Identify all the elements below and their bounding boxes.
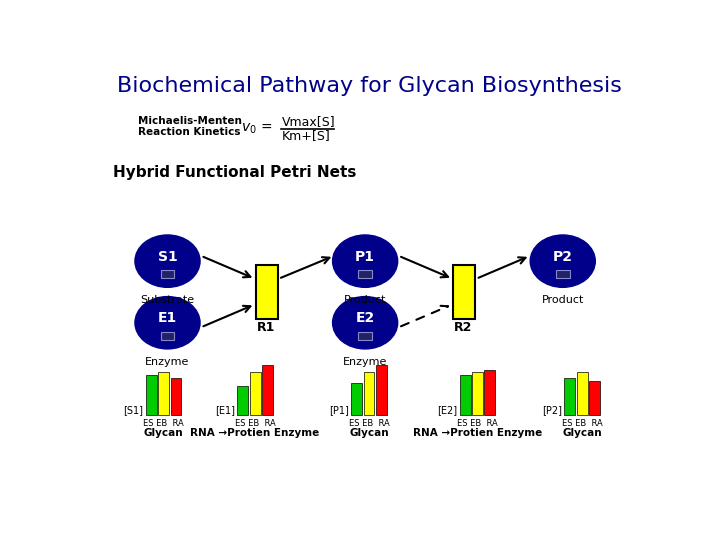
- Ellipse shape: [333, 296, 397, 349]
- Ellipse shape: [135, 296, 200, 349]
- Text: Hybrid Functional Petri Nets: Hybrid Functional Petri Nets: [113, 165, 356, 180]
- Text: Enzyme: Enzyme: [145, 356, 189, 367]
- FancyBboxPatch shape: [238, 386, 248, 415]
- FancyBboxPatch shape: [459, 375, 471, 415]
- Text: Vmax[S]: Vmax[S]: [282, 115, 336, 129]
- Text: Michaelis-Menten
Reaction Kinetics: Michaelis-Menten Reaction Kinetics: [138, 116, 242, 137]
- Text: S1: S1: [158, 249, 177, 264]
- FancyBboxPatch shape: [577, 372, 588, 415]
- Ellipse shape: [530, 235, 595, 287]
- FancyBboxPatch shape: [145, 375, 157, 415]
- FancyBboxPatch shape: [364, 372, 374, 415]
- FancyBboxPatch shape: [589, 381, 600, 415]
- Text: E1: E1: [158, 311, 177, 325]
- Text: RNA →Protien Enzyme: RNA →Protien Enzyme: [413, 428, 542, 438]
- Text: Glycan: Glycan: [144, 428, 184, 438]
- Text: Km+[S]: Km+[S]: [282, 129, 331, 142]
- Text: [E2]: [E2]: [437, 405, 457, 415]
- Text: RNA →Protien Enzyme: RNA →Protien Enzyme: [191, 428, 320, 438]
- FancyBboxPatch shape: [351, 383, 362, 415]
- Text: Product: Product: [344, 295, 387, 305]
- Text: $v_0$ =: $v_0$ =: [241, 122, 272, 136]
- FancyBboxPatch shape: [472, 372, 483, 415]
- FancyBboxPatch shape: [161, 332, 174, 340]
- FancyBboxPatch shape: [556, 271, 570, 278]
- Text: Glycan: Glycan: [562, 428, 602, 438]
- Text: ES EB  RA: ES EB RA: [562, 419, 603, 428]
- FancyBboxPatch shape: [564, 378, 575, 415]
- FancyBboxPatch shape: [358, 332, 372, 340]
- FancyBboxPatch shape: [158, 372, 169, 415]
- Text: R2: R2: [454, 321, 472, 334]
- Text: ES EB  RA: ES EB RA: [457, 419, 498, 428]
- Text: ES EB  RA: ES EB RA: [348, 419, 390, 428]
- Text: ES EB  RA: ES EB RA: [143, 419, 184, 428]
- FancyBboxPatch shape: [250, 372, 261, 415]
- Text: Enzyme: Enzyme: [343, 356, 387, 367]
- Text: P2: P2: [553, 249, 572, 264]
- FancyBboxPatch shape: [256, 265, 277, 319]
- Text: Biochemical Pathway for Glycan Biosynthesis: Biochemical Pathway for Glycan Biosynthe…: [117, 76, 621, 96]
- Text: E2: E2: [356, 311, 374, 325]
- FancyBboxPatch shape: [485, 370, 495, 415]
- Text: Substrate: Substrate: [140, 295, 194, 305]
- FancyBboxPatch shape: [262, 365, 273, 415]
- FancyBboxPatch shape: [376, 365, 387, 415]
- FancyBboxPatch shape: [161, 271, 174, 278]
- Text: R1: R1: [256, 321, 275, 334]
- FancyBboxPatch shape: [454, 265, 475, 319]
- Text: [S1]: [S1]: [123, 405, 143, 415]
- Text: [P2]: [P2]: [542, 405, 562, 415]
- FancyBboxPatch shape: [171, 378, 181, 415]
- Text: ES EB  RA: ES EB RA: [235, 419, 276, 428]
- Text: Glycan: Glycan: [349, 428, 389, 438]
- Text: P1: P1: [355, 249, 375, 264]
- Ellipse shape: [333, 235, 397, 287]
- Text: [P1]: [P1]: [329, 405, 349, 415]
- FancyBboxPatch shape: [358, 271, 372, 278]
- Ellipse shape: [135, 235, 200, 287]
- Text: [E1]: [E1]: [215, 405, 235, 415]
- Text: Product: Product: [541, 295, 584, 305]
